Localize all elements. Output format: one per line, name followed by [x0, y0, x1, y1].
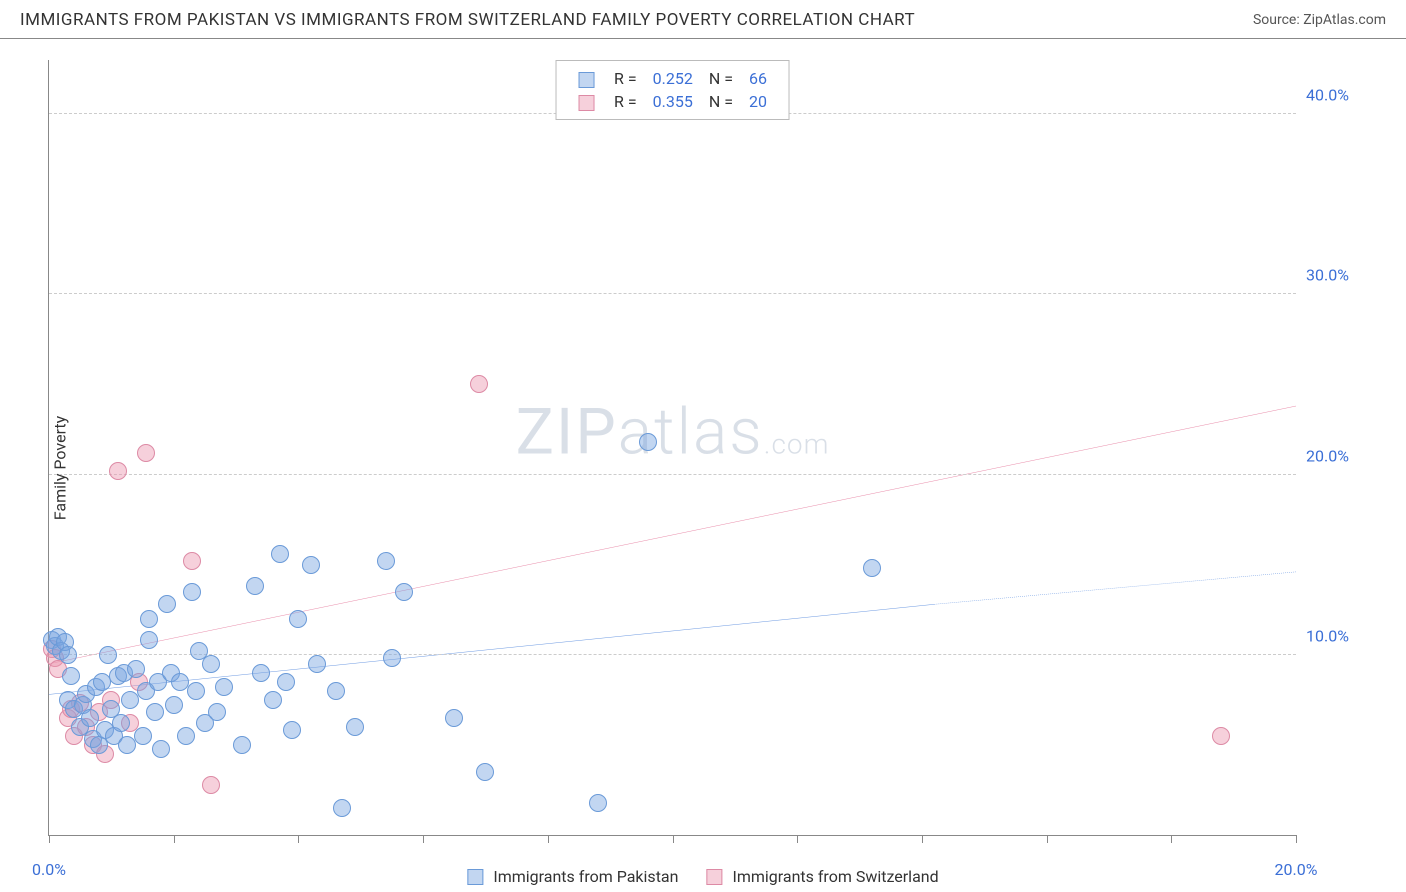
legend-r-value: 0.252: [645, 67, 701, 90]
legend-n-value: 20: [741, 90, 775, 113]
data-point: [59, 646, 77, 664]
x-tick: [548, 835, 549, 843]
data-point: [327, 682, 345, 700]
y-tick-label: 40.0%: [1306, 86, 1386, 105]
data-point: [1212, 727, 1230, 745]
legend-r-label: R =: [606, 67, 645, 90]
data-point: [246, 577, 264, 595]
source-label: Source: ZipAtlas.com: [1253, 12, 1386, 28]
data-point: [146, 703, 164, 721]
data-point: [140, 610, 158, 628]
data-point: [233, 736, 251, 754]
data-point: [134, 727, 152, 745]
data-point: [277, 673, 295, 691]
data-point: [177, 727, 195, 745]
data-point: [62, 667, 80, 685]
gridline: [49, 474, 1296, 475]
data-point: [308, 655, 326, 673]
y-tick-label: 10.0%: [1306, 626, 1386, 645]
data-point: [289, 610, 307, 628]
trendlines-layer: [49, 60, 1296, 835]
legend-item: Immigrants from Pakistan: [467, 867, 678, 886]
data-point: [158, 595, 176, 613]
legend-r-value: 0.355: [645, 90, 701, 113]
x-tick: [174, 835, 175, 843]
legend-label: Immigrants from Switzerland: [732, 867, 938, 886]
data-point: [202, 655, 220, 673]
data-point: [99, 646, 117, 664]
gridline: [49, 293, 1296, 294]
x-tick: [298, 835, 299, 843]
legend-row: R =0.252N =66: [570, 67, 775, 90]
series-legend: Immigrants from Pakistan Immigrants from …: [467, 867, 938, 886]
data-point: [81, 709, 99, 727]
data-point: [137, 444, 155, 462]
data-point: [302, 556, 320, 574]
legend-label: Immigrants from Pakistan: [493, 867, 678, 886]
correlation-legend: R =0.252N =66R =0.355N =20: [555, 60, 790, 120]
data-point: [152, 740, 170, 758]
data-point: [333, 799, 351, 817]
data-point: [476, 763, 494, 781]
data-point: [140, 631, 158, 649]
x-tick: [797, 835, 798, 843]
x-tick-label: 0.0%: [32, 860, 66, 879]
legend-row: R =0.355N =20: [570, 90, 775, 113]
y-tick-label: 30.0%: [1306, 266, 1386, 285]
legend-n-label: N =: [701, 67, 741, 90]
data-point: [271, 545, 289, 563]
data-point: [639, 433, 657, 451]
data-point: [183, 583, 201, 601]
legend-swatch: [578, 72, 594, 88]
chart-area: Family Poverty R =0.252N =66R =0.355N =2…: [0, 44, 1406, 892]
legend-r-label: R =: [606, 90, 645, 113]
gridline: [49, 654, 1296, 655]
data-point: [264, 691, 282, 709]
data-point: [383, 649, 401, 667]
legend-n-label: N =: [701, 90, 741, 113]
legend-swatch: [706, 869, 722, 885]
y-tick-label: 20.0%: [1306, 446, 1386, 465]
x-tick: [423, 835, 424, 843]
data-point: [109, 462, 127, 480]
data-point: [589, 794, 607, 812]
data-point: [252, 664, 270, 682]
x-tick-label: 20.0%: [1275, 860, 1318, 879]
data-point: [165, 696, 183, 714]
data-point: [395, 583, 413, 601]
chart-title: IMMIGRANTS FROM PAKISTAN VS IMMIGRANTS F…: [20, 10, 915, 30]
legend-n-value: 66: [741, 67, 775, 90]
data-point: [346, 718, 364, 736]
legend-item: Immigrants from Switzerland: [706, 867, 938, 886]
x-tick: [49, 835, 50, 843]
data-point: [112, 714, 130, 732]
data-point: [377, 552, 395, 570]
x-tick: [922, 835, 923, 843]
data-point: [127, 660, 145, 678]
legend-swatch: [467, 869, 483, 885]
data-point: [183, 552, 201, 570]
x-tick: [1047, 835, 1048, 843]
data-point: [863, 559, 881, 577]
trend-line: [934, 572, 1296, 604]
x-tick: [1296, 835, 1297, 843]
data-point: [283, 721, 301, 739]
trend-line: [49, 406, 1296, 664]
x-tick: [1171, 835, 1172, 843]
data-point: [215, 678, 233, 696]
data-point: [470, 375, 488, 393]
data-point: [208, 703, 226, 721]
data-point: [445, 709, 463, 727]
plot-region: R =0.252N =66R =0.355N =20 ZIPatlas.com …: [48, 60, 1296, 836]
x-tick: [673, 835, 674, 843]
legend-swatch: [578, 95, 594, 111]
data-point: [187, 682, 205, 700]
data-point: [202, 776, 220, 794]
